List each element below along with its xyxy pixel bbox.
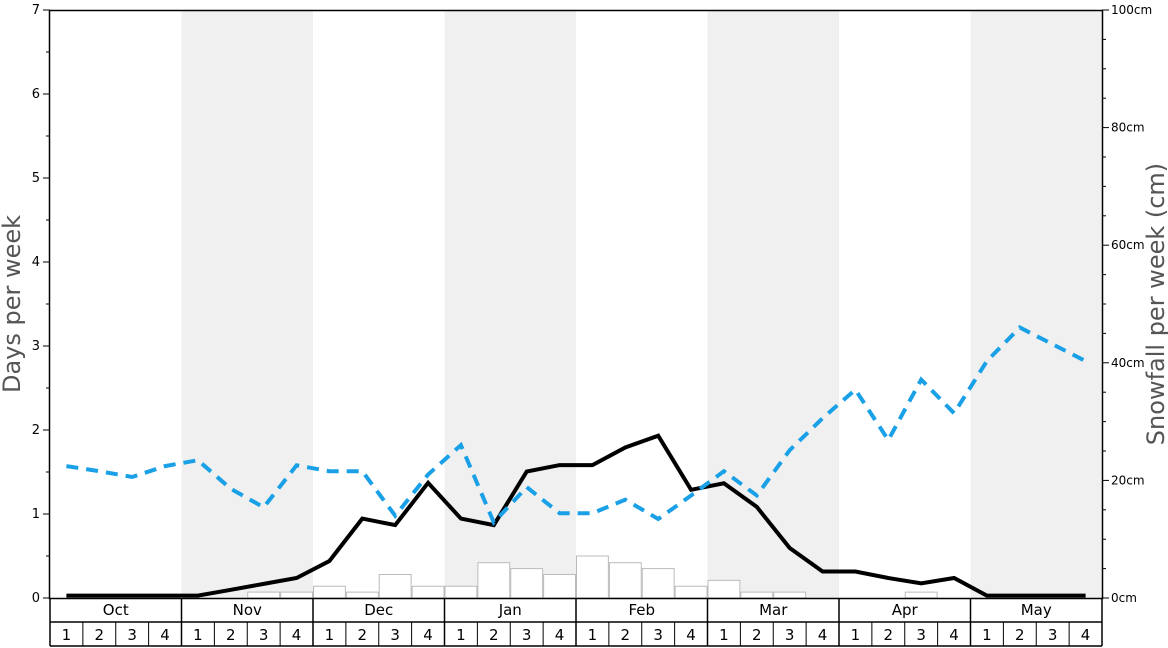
week-label: 3 (390, 626, 400, 644)
left-tick-label: 3 (32, 339, 40, 354)
solid-series-line (66, 433, 1086, 598)
week-label: 4 (1081, 626, 1091, 644)
snowfall-bar-12 (411, 585, 445, 599)
snowfall-bar-20 (674, 585, 708, 599)
month-shade-may (970, 10, 1102, 598)
month-week-axis: Oct 1 2 3 4 Nov 1 2 3 4 Dec 1 2 3 4 Jan 1 2 3 4 Feb 1 2 3 4 Mar 1 2… (49, 598, 1103, 647)
snowfall-bar-23 (773, 591, 807, 599)
week-label: 1 (193, 626, 203, 644)
snowfall-bar-19 (641, 568, 675, 599)
snowfall-bar-13 (444, 585, 478, 599)
week-label: 2 (489, 626, 499, 644)
week-label: 2 (358, 626, 368, 644)
right-tick-label: 80cm (1111, 121, 1145, 135)
snowfall-bar-21 (707, 579, 741, 599)
week-label: 4 (423, 626, 433, 644)
month-label-apr: Apr (892, 601, 919, 619)
snowfall-bar-17 (576, 555, 609, 599)
week-label: 2 (621, 626, 631, 644)
snowfall-bar-10 (345, 591, 379, 599)
left-tick-label: 7 (32, 3, 40, 18)
week-label: 1 (456, 626, 466, 644)
month-label-oct: Oct (103, 601, 129, 619)
month-label-dec: Dec (364, 601, 393, 619)
snowfall-bar-15 (510, 568, 544, 599)
dashed-series-line (66, 325, 1087, 527)
y-axis-title-left: Days per week (0, 215, 26, 393)
right-tick-label: 100cm (1111, 3, 1152, 17)
week-label: 2 (752, 626, 762, 644)
month-label-mar: Mar (759, 601, 788, 619)
week-label: 3 (653, 626, 663, 644)
snowfall-bar-9 (313, 585, 346, 599)
week-label: 1 (325, 626, 335, 644)
week-label: 4 (818, 626, 828, 644)
left-tick-label: 5 (32, 171, 40, 186)
right-tick-label: 0cm (1111, 591, 1137, 605)
snowfall-bar-16 (543, 573, 576, 599)
snowfall-bar-22 (740, 591, 774, 599)
left-axis: 0 1 2 3 4 5 6 7 (32, 3, 50, 606)
month-label-jan: Jan (498, 601, 522, 619)
right-tick-label: 20cm (1111, 473, 1145, 487)
week-label: 3 (1048, 626, 1058, 644)
left-tick-label: 4 (32, 255, 40, 270)
left-tick-label: 6 (32, 87, 40, 102)
week-label: 1 (588, 626, 598, 644)
week-label: 1 (851, 626, 861, 644)
snowfall-bar-27 (904, 591, 938, 599)
month-label-may: May (1021, 601, 1052, 619)
week-label: 4 (292, 626, 302, 644)
week-label: 3 (916, 626, 926, 644)
line-series (66, 325, 1087, 598)
week-label: 2 (226, 626, 236, 644)
month-shade-jan (444, 10, 576, 598)
left-tick-label: 0 (32, 591, 40, 606)
week-label: 3 (259, 626, 269, 644)
month-label-nov: Nov (233, 601, 262, 619)
week-label: 3 (127, 626, 137, 644)
week-label: 2 (1015, 626, 1025, 644)
y-axis-title-right: Snowfall per week (cm) (1142, 163, 1168, 445)
week-label: 4 (686, 626, 696, 644)
snowfall-bar-11 (378, 573, 412, 599)
week-label: 1 (982, 626, 992, 644)
snowfall-bar-14 (477, 562, 511, 599)
left-tick-label: 2 (32, 423, 40, 438)
month-shade-mar (707, 10, 839, 598)
week-label: 2 (884, 626, 894, 644)
week-label: 3 (522, 626, 532, 644)
week-label: 1 (719, 626, 729, 644)
left-tick-label: 1 (32, 507, 40, 522)
snowfall-bar-7 (247, 591, 281, 599)
week-label: 4 (160, 626, 170, 644)
snowfall-bar-18 (608, 562, 642, 599)
snowfall-bar-8 (280, 591, 313, 599)
bar-series (247, 555, 938, 599)
week-label: 4 (949, 626, 959, 644)
month-shading (181, 10, 1102, 598)
month-shade-nov (181, 10, 313, 598)
month-label-feb: Feb (628, 601, 655, 619)
right-tick-label: 40cm (1111, 356, 1145, 370)
week-label: 3 (785, 626, 795, 644)
week-label: 4 (555, 626, 565, 644)
week-label: 1 (62, 626, 72, 644)
right-axis: 0cm 20cm 40cm 60cm 80cm 100cm (1102, 3, 1152, 605)
week-label: 2 (95, 626, 105, 644)
right-tick-label: 60cm (1111, 238, 1145, 252)
